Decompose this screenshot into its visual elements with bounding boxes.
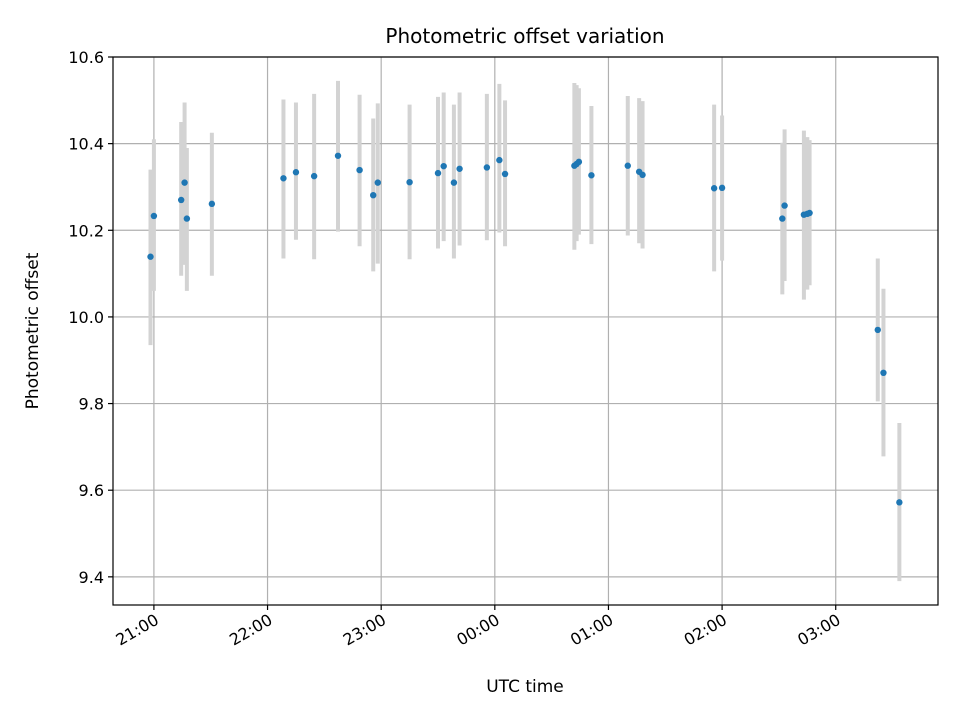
data-point [624,162,631,169]
y-axis-label: Photometric offset [23,252,43,409]
data-point [781,202,788,209]
data-points [147,152,903,506]
data-point [450,179,458,186]
data-point [147,253,154,260]
y-tick-label: 10.6 [68,48,104,67]
y-tick-label: 10.0 [68,308,104,327]
x-axis-label: UTC time [486,677,564,697]
data-point [434,169,442,177]
data-point [292,169,300,176]
data-point [639,171,646,179]
data-point [483,164,491,171]
data-point [588,172,595,179]
data-point [456,165,463,172]
data-point [280,175,287,182]
data-point [874,326,881,334]
data-point [575,158,583,166]
data-point [374,179,381,186]
data-point [496,156,503,164]
data-point [806,209,813,217]
data-point [710,185,718,192]
y-tick-label: 10.2 [68,221,104,240]
data-point [896,499,903,506]
data-point [779,215,786,222]
data-point [334,152,342,159]
y-tick-label: 9.4 [79,568,104,587]
y-axis-ticks: 9.4 9.6 9.8 10.0 10.2 10.4 10.6 [68,48,113,587]
data-point [150,212,158,220]
y-tick-label: 10.4 [68,135,104,154]
chart-title: Photometric offset variation [385,24,664,48]
y-tick-label: 9.6 [79,481,104,500]
data-point [183,215,191,222]
data-point [310,172,318,180]
data-point [177,196,185,204]
data-point [208,200,216,208]
data-point [370,191,377,199]
y-tick-label: 9.8 [79,395,104,414]
data-point [440,162,447,170]
data-point [718,184,726,192]
plot-frame [112,56,939,606]
data-point [880,369,887,377]
data-point [406,178,413,186]
data-point [501,170,509,178]
data-point [356,166,363,174]
data-point [181,179,188,186]
